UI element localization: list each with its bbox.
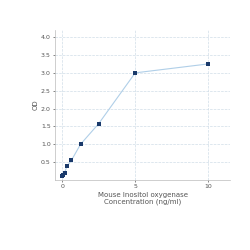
- Y-axis label: OD: OD: [32, 100, 38, 110]
- Point: [62, 173, 66, 177]
- Point: [133, 71, 137, 75]
- Point: [62, 171, 66, 175]
- Point: [70, 158, 73, 162]
- Point: [78, 142, 82, 146]
- X-axis label: Mouse Inositol oxygenase
Concentration (ng/ml): Mouse Inositol oxygenase Concentration (…: [98, 192, 188, 205]
- Point: [97, 122, 101, 126]
- Point: [65, 164, 69, 168]
- Point: [60, 174, 64, 178]
- Point: [206, 62, 210, 66]
